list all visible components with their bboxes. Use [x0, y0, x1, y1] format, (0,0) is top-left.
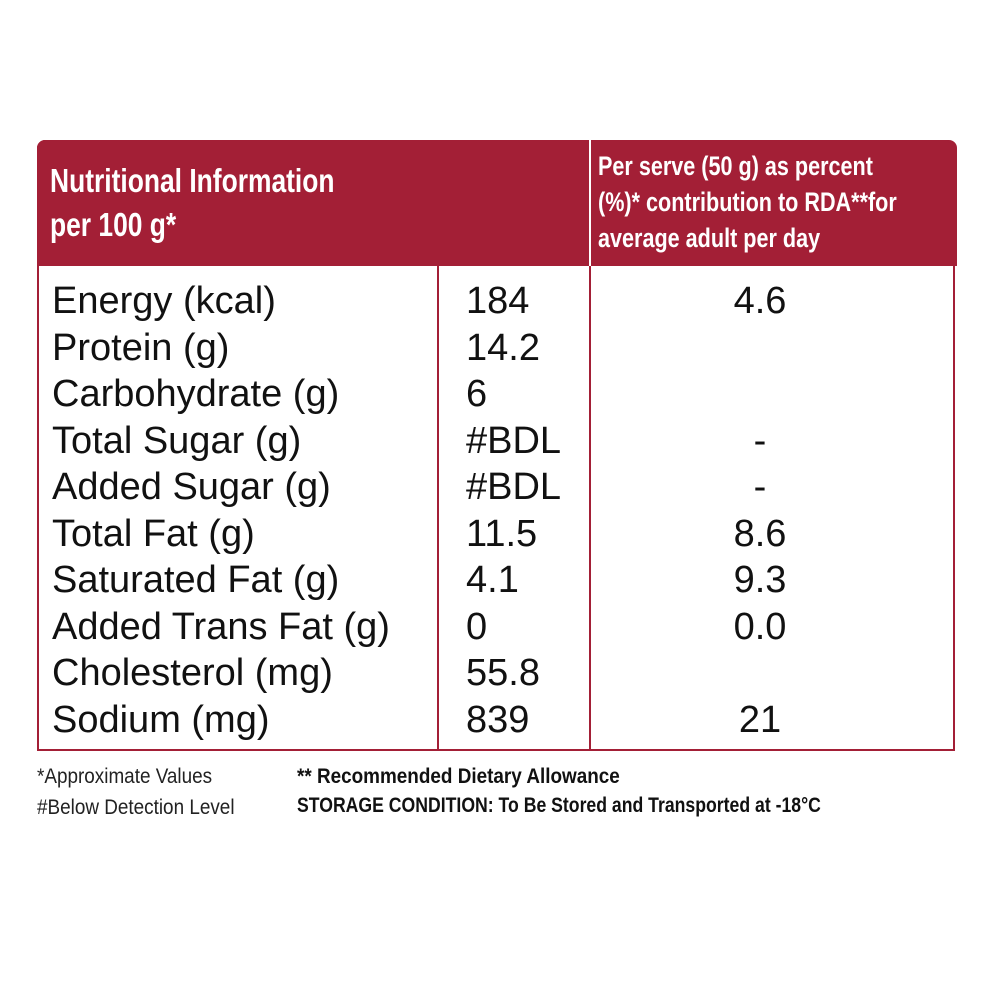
table-border	[37, 140, 955, 751]
nutrient-name: Cholesterol (mg)	[52, 652, 333, 694]
nutrient-name: Total Sugar (g)	[52, 419, 302, 462]
column-divider	[437, 266, 439, 751]
rda-percent: 21	[738, 698, 782, 741]
per-100g-value: 55.8	[466, 652, 540, 694]
footnote: ** Recommended Dietary Allowance	[297, 765, 620, 788]
rda-percent: 0.0	[733, 605, 787, 648]
column-divider	[589, 266, 591, 751]
header-right: (%)* contribution to RDA**for	[598, 187, 897, 217]
header-right: Per serve (50 g) as percent	[598, 151, 873, 181]
footnote: *Approximate Values	[37, 765, 213, 788]
footnote: STORAGE CONDITION: To Be Stored and Tran…	[297, 794, 821, 817]
table-header	[37, 140, 957, 266]
nutrient-name: Carbohydrate (g)	[52, 373, 340, 415]
nutrient-name: Added Sugar (g)	[52, 466, 331, 508]
rda-percent: -	[753, 419, 767, 462]
nutrient-name: Added Trans Fat (g)	[52, 605, 390, 648]
nutrient-name: Protein (g)	[52, 326, 230, 369]
per-100g-value: 4.1	[466, 559, 519, 601]
header-left: Nutritional Information	[50, 162, 335, 199]
per-100g-value: 0	[466, 605, 488, 648]
per-100g-value: 11.5	[466, 512, 538, 555]
per-100g-value: 184	[466, 280, 530, 322]
nutrient-name: Sodium (mg)	[52, 698, 270, 741]
nutrient-name: Energy (kcal)	[52, 280, 276, 322]
per-100g-value: #BDL	[466, 466, 562, 508]
per-100g-value: #BDL	[466, 419, 562, 462]
nutrient-name: Saturated Fat (g)	[52, 559, 340, 601]
rda-percent: 8.6	[733, 512, 787, 555]
rda-percent: 9.3	[733, 559, 787, 601]
header-right: average adult per day	[598, 223, 821, 253]
per-100g-value: 14.2	[466, 326, 540, 369]
rda-percent: -	[753, 466, 767, 508]
per-100g-value: 6	[466, 373, 488, 415]
footnote: #Below Detection Level	[37, 796, 235, 819]
header-left: per 100 g*	[50, 206, 177, 243]
header-divider	[589, 140, 591, 266]
per-100g-value: 839	[466, 698, 530, 741]
rda-percent: 4.6	[733, 280, 787, 322]
nutrient-name: Total Fat (g)	[52, 512, 255, 555]
